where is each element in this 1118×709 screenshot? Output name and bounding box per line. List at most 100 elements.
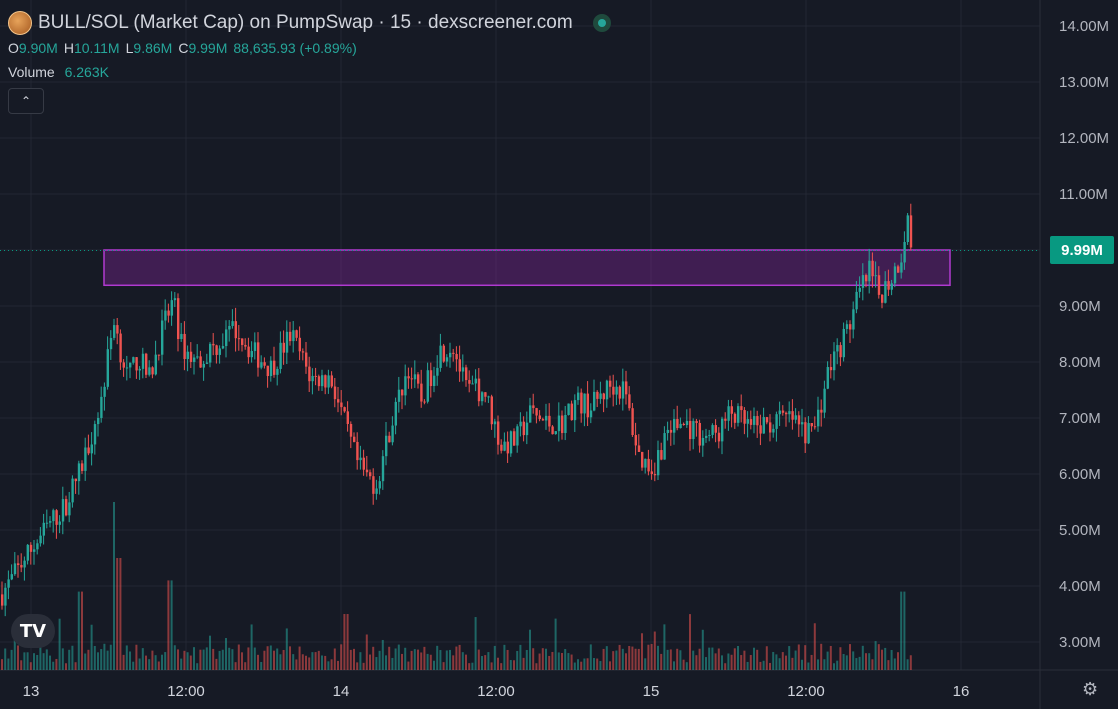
candle-body: [644, 458, 647, 468]
candle-body: [349, 423, 353, 437]
candle-body: [756, 416, 759, 426]
candle-body: [826, 367, 829, 389]
volume-bar: [356, 662, 359, 670]
y-tick-label: 3.00M: [1059, 634, 1101, 651]
candle-body: [906, 215, 909, 243]
tradingview-logo-icon[interactable]: TV: [11, 614, 55, 648]
candle-body: [333, 386, 337, 400]
symbol-title-text: BULL/SOL (Market Cap) on PumpSwap · 15 ·…: [38, 12, 573, 33]
candle-body: [874, 275, 877, 277]
candle-body: [362, 457, 365, 470]
candle-body: [36, 543, 39, 550]
market-status-icon: [592, 14, 611, 32]
candle-body: [113, 325, 116, 338]
volume-bar: [385, 655, 387, 670]
candle-body: [116, 325, 119, 334]
candle-body: [733, 413, 737, 423]
candle-body: [42, 522, 45, 536]
candle-body: [532, 405, 535, 409]
collapse-legend-button[interactable]: ⌃: [8, 88, 44, 114]
volume-bar: [829, 645, 832, 670]
candle-body: [449, 352, 452, 358]
candle-body: [250, 351, 253, 358]
candle-body: [749, 419, 753, 425]
candle-body: [669, 429, 673, 433]
candle-body: [285, 331, 289, 353]
candle-body: [737, 406, 740, 423]
volume-bar: [695, 655, 698, 670]
candle-body: [765, 417, 769, 423]
volume-bar: [749, 655, 752, 670]
candle-body: [401, 389, 404, 396]
volume-bar: [4, 648, 7, 670]
low-label: L: [125, 40, 134, 56]
volume-bar: [823, 659, 826, 670]
volume-bar: [637, 648, 640, 670]
volume-bar: [282, 649, 285, 670]
candle-body: [84, 447, 87, 471]
candle-body: [343, 407, 346, 412]
volume-bar: [692, 650, 695, 670]
candle-body: [650, 471, 653, 475]
candle-body: [119, 333, 122, 363]
candle-body: [820, 409, 823, 413]
volume-bar: [605, 646, 608, 670]
volume-bar: [890, 649, 893, 670]
volume-bar: [842, 653, 845, 670]
candle-body: [183, 333, 186, 359]
x-tick-label: 13: [23, 683, 40, 700]
volume-bar: [778, 658, 781, 670]
candle-body: [77, 463, 81, 482]
volume-bar: [455, 646, 458, 670]
volume-bar: [426, 653, 429, 670]
volume-bar: [909, 655, 912, 670]
volume-bar: [529, 629, 531, 670]
candle-body: [292, 330, 295, 342]
volume-bar: [234, 662, 237, 670]
volume-bar: [36, 654, 39, 670]
volume-bar: [161, 654, 163, 670]
volume-bar: [410, 650, 413, 670]
candle-body: [493, 421, 497, 425]
candle-body: [305, 352, 308, 367]
candle-body: [775, 414, 778, 429]
volume-bar: [164, 652, 167, 670]
volume-bar: [189, 655, 192, 670]
candle-body: [205, 362, 209, 364]
volume-bar: [586, 658, 589, 670]
candle-body: [753, 416, 756, 425]
volume-bar: [135, 644, 138, 670]
y-tick-label: 9.00M: [1059, 298, 1101, 315]
settings-gear-icon[interactable]: ⚙: [1082, 679, 1099, 700]
candle-body: [298, 337, 301, 352]
candle-body: [573, 400, 577, 421]
volume-bar: [900, 591, 903, 670]
candle-body: [673, 418, 676, 433]
candle-body: [666, 429, 669, 434]
candle-body: [282, 342, 285, 353]
volume-bar: [596, 658, 599, 670]
candle-body: [257, 342, 260, 368]
candle-body: [4, 587, 7, 606]
volume-bar: [522, 657, 525, 670]
volume-bar: [801, 659, 803, 670]
volume-bar: [813, 623, 816, 670]
candle-body: [557, 415, 561, 432]
candle-body: [458, 359, 461, 372]
y-tick-label: 12.00M: [1059, 130, 1109, 147]
candle-body: [353, 436, 356, 442]
candle-body: [621, 381, 625, 399]
candle-body: [682, 423, 685, 426]
volume-bar: [295, 659, 298, 670]
volume-bar: [893, 658, 896, 670]
candle-body: [695, 421, 698, 423]
candle-body: [420, 383, 423, 402]
candle-body: [221, 346, 225, 349]
candle-body: [154, 354, 157, 375]
volume-bar: [458, 644, 461, 670]
volume-bar: [173, 645, 176, 670]
candle-body: [900, 262, 903, 273]
volume-bar: [199, 649, 202, 670]
volume-bar: [541, 648, 544, 670]
